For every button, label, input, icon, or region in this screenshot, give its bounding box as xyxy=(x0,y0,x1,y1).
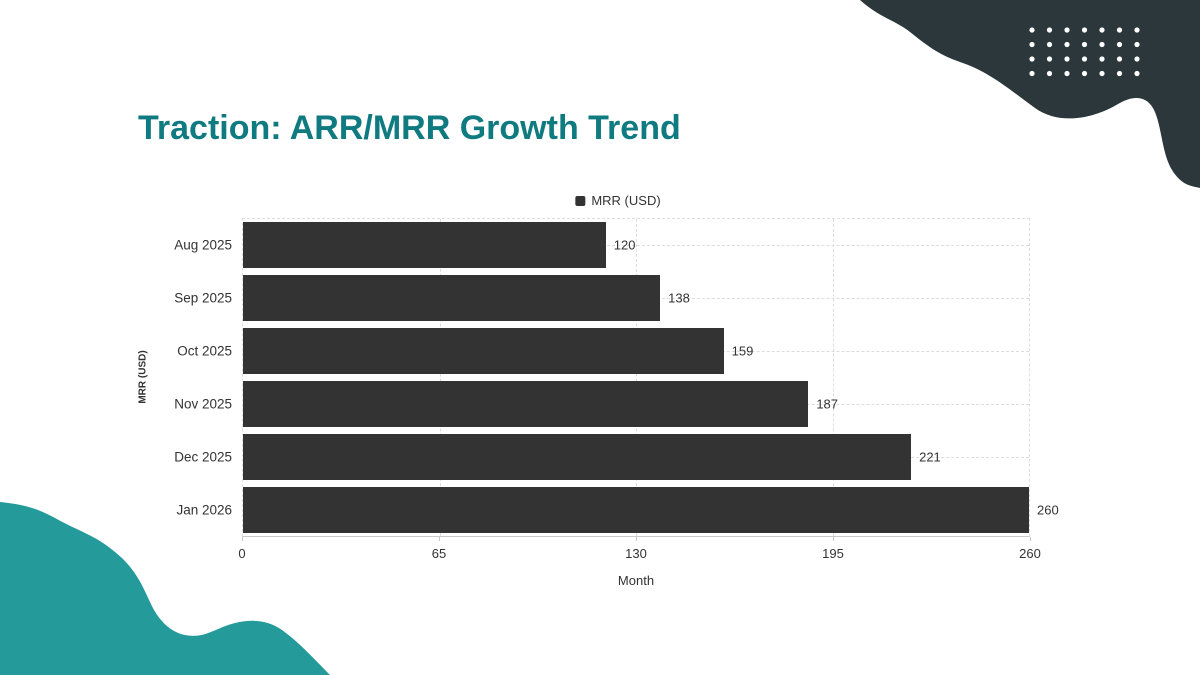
x-tick-label: 0 xyxy=(238,546,246,561)
category-label: Jan 2026 xyxy=(176,502,232,518)
x-tick-mark xyxy=(833,537,834,541)
chart-row: Dec 2025 221 xyxy=(174,430,1029,483)
category-label: Sep 2025 xyxy=(174,290,232,306)
category-label: Oct 2025 xyxy=(177,343,232,359)
x-tick-label: 65 xyxy=(431,546,447,561)
bar-sep-2025 xyxy=(243,275,661,322)
value-label: 260 xyxy=(1037,502,1059,518)
value-label: 221 xyxy=(919,449,941,465)
x-tick-mark xyxy=(242,537,243,541)
x-tick-label: 195 xyxy=(822,546,844,561)
chart-row: Oct 2025 159 xyxy=(177,325,1029,378)
category-label: Nov 2025 xyxy=(174,396,232,412)
x-tick-mark xyxy=(439,537,440,541)
value-label: 159 xyxy=(731,343,754,359)
x-tick-mark xyxy=(1030,537,1031,541)
value-label: 187 xyxy=(816,396,839,412)
bar-oct-2025 xyxy=(243,328,724,375)
chart-legend[interactable]: MRR (USD) xyxy=(575,193,661,208)
x-tick-label: 260 xyxy=(1019,546,1041,561)
legend-marker-icon xyxy=(575,195,586,206)
legend-label: MRR (USD) xyxy=(591,193,661,208)
bar-dec-2025 xyxy=(243,433,912,480)
chart-row: Aug 2025 120 xyxy=(174,219,1029,272)
gridline xyxy=(439,219,441,536)
category-label: Dec 2025 xyxy=(174,449,232,465)
corner-blob-bottom-left xyxy=(0,502,330,675)
corner-blob-top-right xyxy=(860,0,1200,188)
value-label: 138 xyxy=(668,290,690,306)
dots-pattern xyxy=(1029,27,1140,77)
bar-jan-2026 xyxy=(243,486,1029,533)
bar-nov-2025 xyxy=(243,380,809,427)
gridline xyxy=(636,219,637,536)
x-tick-mark xyxy=(636,537,637,541)
gridline xyxy=(832,219,834,536)
chart-row: Jan 2026 260 xyxy=(176,483,1059,536)
bar-aug-2025 xyxy=(243,222,606,269)
chart-row: Sep 2025 138 xyxy=(174,272,1029,325)
y-axis-title: MRR (USD) xyxy=(137,350,149,404)
category-label: Aug 2025 xyxy=(174,237,232,253)
x-axis-title: Month xyxy=(617,573,655,588)
x-tick-label: 130 xyxy=(625,546,647,561)
plot-area: Aug 2025 120 Sep 2025 138 Oct 2025 159 Nov 202… xyxy=(174,218,1059,537)
slide-title: Traction: ARR/MRR Growth Trend xyxy=(138,109,681,147)
value-label: 120 xyxy=(613,237,636,253)
x-axis-ticks: 0 65 130 195 260 xyxy=(238,537,1041,562)
chart-row: Nov 2025 187 xyxy=(174,377,1029,430)
